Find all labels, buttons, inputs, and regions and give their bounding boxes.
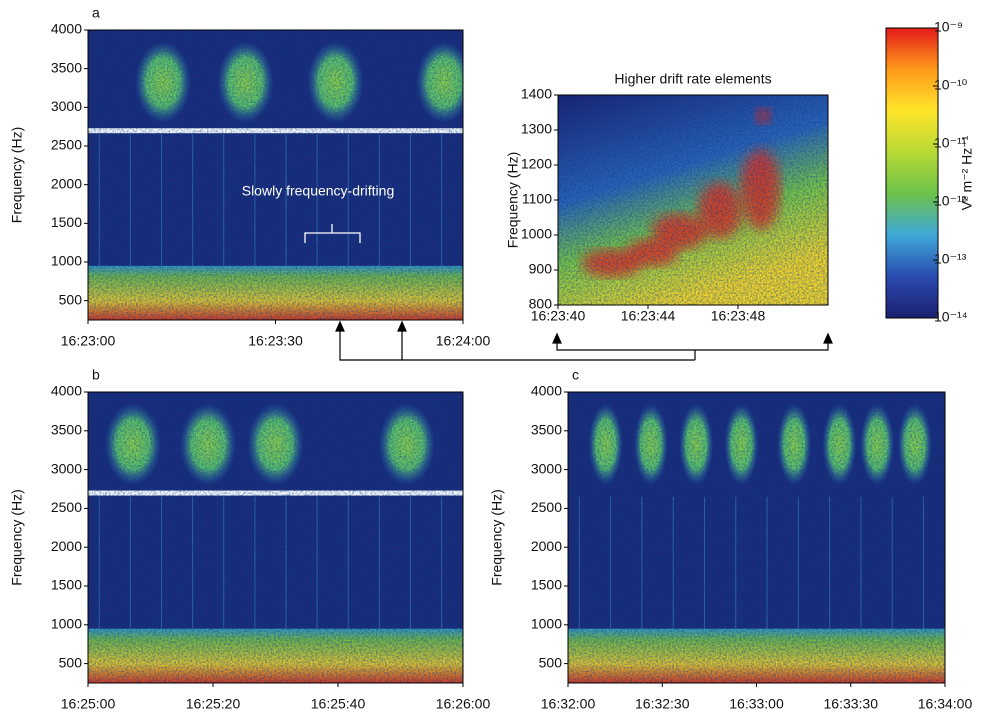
y-tick-label: 3500 [51, 59, 82, 75]
y-tick-label: 2000 [51, 175, 82, 191]
y-tick-label: 2500 [531, 499, 562, 515]
x-tick-label: 16:32:30 [635, 696, 690, 712]
connector-arrows [335, 320, 833, 361]
y-tick-label: 1500 [51, 214, 82, 230]
x-tick-label: 16:25:40 [311, 696, 366, 712]
y-tick-label: 1100 [522, 191, 552, 207]
x-tick-label: 16:33:30 [824, 696, 879, 712]
x-tick-label: 16:23:40 [531, 308, 586, 324]
y-axis-label: Frequency (Hz) [9, 489, 25, 585]
x-tick-label: 16:26:00 [436, 696, 491, 712]
colorbar-label: V² m⁻² Hz⁻¹ [959, 135, 975, 210]
y-tick-label: 4000 [51, 21, 82, 37]
y-tick-label: 1200 [521, 156, 552, 172]
y-axis-label: Frequency (Hz) [489, 489, 505, 585]
x-tick-label: 16:25:20 [186, 696, 241, 712]
y-tick-label: 500 [539, 654, 563, 670]
y-tick-label: 1300 [521, 121, 552, 137]
y-tick-label: 2000 [531, 538, 562, 554]
x-tick-label: 16:23:30 [248, 333, 303, 349]
y-tick-label: 1400 [521, 86, 552, 102]
y-axis-label: Frequency (Hz) [505, 152, 521, 248]
y-tick-label: 900 [529, 261, 553, 277]
panel-label: a [92, 5, 100, 21]
x-tick-label: 16:34:00 [918, 696, 973, 712]
x-tick-label: 16:25:00 [61, 696, 116, 712]
y-tick-label: 1000 [51, 253, 82, 269]
y-tick-label: 500 [59, 654, 83, 670]
annotation: Slowly frequency-drifting [242, 183, 395, 199]
y-tick-label: 2500 [51, 499, 82, 515]
spectrogram-image [568, 392, 945, 683]
y-tick-label: 2000 [51, 538, 82, 554]
y-tick-label: 2500 [51, 137, 82, 153]
panel-label: b [92, 367, 100, 383]
x-tick-label: 16:23:44 [621, 308, 676, 324]
noise [568, 392, 945, 683]
y-tick-label: 500 [59, 291, 83, 307]
colorbar [885, 27, 939, 319]
colorbar-tick-label: 10⁻¹² [934, 193, 967, 209]
colorbar-tick-label: 10⁻¹³ [934, 251, 967, 267]
noise [88, 30, 463, 320]
y-tick-label: 3500 [51, 422, 82, 438]
y-tick-label: 800 [529, 296, 553, 312]
colorbar-tick-label: 10⁻⁹ [934, 19, 963, 35]
y-tick-label: 1500 [51, 577, 82, 593]
x-tick-label: 16:33:00 [729, 696, 784, 712]
noise [88, 392, 463, 683]
spectrogram-image [88, 30, 463, 320]
y-tick-label: 3500 [531, 422, 562, 438]
inset-title: Higher drift rate elements [614, 71, 771, 87]
y-tick-label: 1500 [531, 577, 562, 593]
y-tick-label: 1000 [521, 226, 552, 242]
y-tick-label: 3000 [51, 98, 82, 114]
colorbar-tick-label: 10⁻¹⁰ [934, 77, 968, 93]
colorbar-tick-label: 10⁻¹⁴ [934, 309, 968, 325]
y-axis-label: Frequency (Hz) [9, 127, 25, 223]
colorbar-tick-label: 10⁻¹¹ [934, 135, 967, 151]
noise [558, 95, 828, 305]
x-tick-label: 16:23:48 [711, 308, 766, 324]
y-tick-label: 4000 [531, 383, 562, 399]
x-tick-label: 16:23:00 [61, 333, 116, 349]
x-tick-label: 16:24:00 [436, 333, 491, 349]
y-tick-label: 1000 [531, 616, 562, 632]
panel-label: c [572, 367, 579, 383]
spectrogram-image [88, 392, 463, 683]
y-tick-label: 3000 [51, 460, 82, 476]
spectrogram-image [558, 95, 828, 305]
frame [87, 391, 464, 684]
x-tick-label: 16:32:00 [541, 696, 596, 712]
y-tick-label: 3000 [531, 460, 562, 476]
y-tick-label: 4000 [51, 383, 82, 399]
y-tick-label: 1000 [51, 616, 82, 632]
